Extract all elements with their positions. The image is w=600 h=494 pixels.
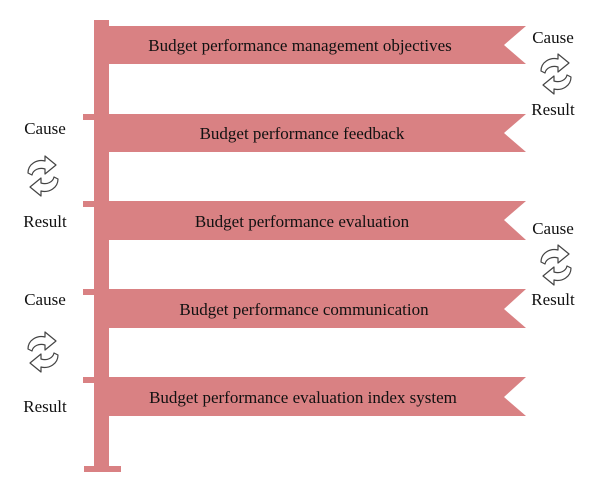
cycle-left-1: Cause Result [23,119,67,231]
ribbon-shape [109,26,526,64]
cycle-arrow [540,53,570,74]
cycle-arrow [29,176,59,197]
ribbon-joint [83,114,109,120]
ribbon-label: Budget performance evaluation [195,212,410,231]
ribbon-stage-1: Budget performance management objectives [109,26,526,64]
ribbon-shape [109,289,526,328]
cycle-arrow [542,265,572,286]
ribbon-shape [109,114,526,152]
cycle-arrows-icon [27,155,59,197]
cycle-arrow [27,331,57,352]
ribbon-label: Budget performance evaluation index syst… [149,388,457,407]
cause-label: Cause [532,28,574,47]
ribbon-label: Budget performance feedback [200,124,405,143]
cycle-arrow [27,155,57,176]
cycle-right-2: Cause Result [531,219,575,309]
result-label: Result [531,290,575,309]
ribbon-stage-5: Budget performance evaluation index syst… [83,377,526,416]
cycle-arrow [542,74,572,95]
cycle-arrows-icon [27,331,59,373]
cycle-arrows-icon [540,53,572,95]
ribbon-joint [83,201,109,207]
cycle-arrows-icon [540,244,572,286]
cycle-right-1: Cause Result [531,28,575,119]
ribbon-stage-2: Budget performance feedback [83,114,526,152]
pole [94,20,109,471]
cycle-arrow [540,244,570,265]
cause-label: Cause [532,219,574,238]
ribbon-label: Budget performance communication [179,300,429,319]
cause-label: Cause [24,119,66,138]
cause-label: Cause [24,290,66,309]
ribbon-label: Budget performance management objectives [148,36,452,55]
cycle-left-2: Cause Result [23,290,67,416]
ribbon-shape [109,377,526,416]
ribbon-joint [83,289,109,295]
ribbon-joint [83,377,109,383]
ribbon-shape [109,201,526,240]
result-label: Result [531,100,575,119]
cycle-arrow [29,352,59,373]
ribbon-stage-4: Budget performance communication [83,289,526,328]
ribbon-stage-3: Budget performance evaluation [83,201,526,240]
result-label: Result [23,212,67,231]
result-label: Result [23,397,67,416]
pole-base [84,466,121,472]
